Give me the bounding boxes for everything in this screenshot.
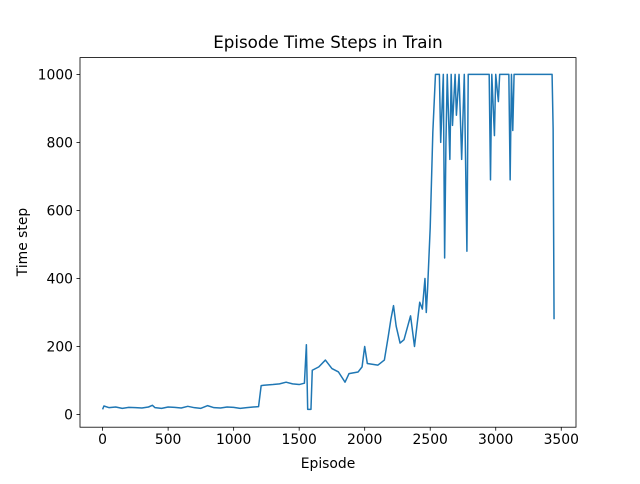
x-tick-label: 3000 [478, 432, 513, 448]
y-tick-label: 800 [46, 135, 73, 151]
y-tick-label: 400 [46, 271, 73, 287]
x-axis-label: Episode [301, 456, 356, 472]
y-axis-label: Time step [15, 208, 31, 278]
x-tick-label: 1000 [216, 432, 251, 448]
y-tick-label: 1000 [38, 67, 73, 83]
x-tick-label: 0 [98, 432, 107, 448]
plot-frame [79, 57, 577, 428]
data-line [101, 73, 555, 411]
x-tick-label: 500 [155, 432, 182, 448]
x-tick-label: 2000 [347, 432, 382, 448]
y-tick-label: 0 [64, 407, 73, 423]
x-tick-label: 3500 [544, 432, 579, 448]
x-tick-label: 1500 [281, 432, 316, 448]
x-tick-label: 2500 [413, 432, 448, 448]
y-tick-label: 600 [46, 203, 73, 219]
chart-title: Episode Time Steps in Train [213, 32, 443, 52]
y-tick-label: 200 [46, 339, 73, 355]
